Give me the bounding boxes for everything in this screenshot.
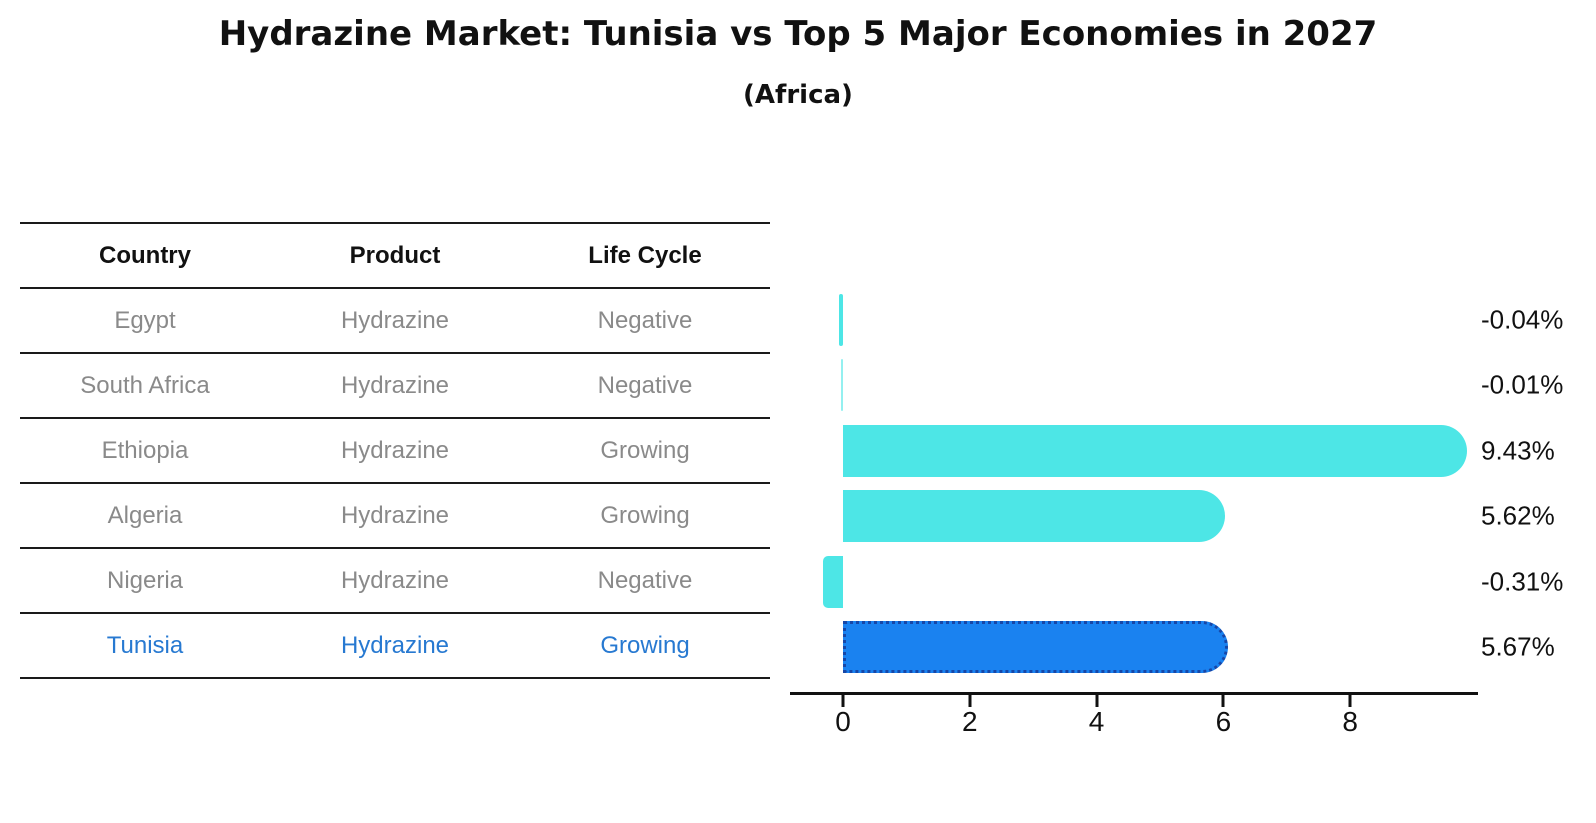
cell-product: Hydrazine	[340, 566, 450, 594]
value-label-tunisia: 5.67%	[1481, 631, 1555, 662]
col-header-product: Product	[349, 241, 441, 269]
col-header-country: Country	[99, 241, 191, 269]
bar-south-africa	[840, 359, 843, 412]
cell-product: Hydrazine	[340, 306, 450, 334]
cell-country: Egypt	[114, 306, 176, 334]
cell-country: Tunisia	[106, 631, 184, 659]
cell-lifecycle: Negative	[597, 306, 693, 334]
col-header-lifecycle: Life Cycle	[588, 241, 702, 269]
x-axis-tick-6	[1221, 695, 1225, 707]
cell-country: Algeria	[107, 501, 183, 529]
country-table: Country Product Life Cycle Egypt Hydrazin…	[20, 222, 770, 679]
x-axis-tick-8	[1348, 695, 1352, 707]
table-row-ethiopia: Ethiopia Hydrazine Growing	[20, 419, 770, 484]
bar-algeria	[843, 490, 1226, 543]
x-axis-tick-0	[841, 695, 845, 707]
bar-egypt	[838, 294, 843, 346]
x-axis-tick-label-4: 4	[1088, 706, 1105, 737]
cell-lifecycle: Growing	[600, 436, 690, 464]
table-header-row: Country Product Life Cycle	[20, 224, 770, 289]
value-label-ethiopia: 9.43%	[1481, 435, 1555, 466]
x-axis-tick-label-6: 6	[1215, 706, 1232, 737]
x-axis-tick-label-2: 2	[962, 706, 978, 737]
table-row-nigeria: Nigeria Hydrazine Negative	[20, 549, 770, 614]
chart-subtitle: (Africa)	[743, 80, 853, 110]
cell-lifecycle: Negative	[597, 371, 693, 399]
cell-lifecycle: Negative	[597, 566, 693, 594]
chart-title: Hydrazine Market: Tunisia vs Top 5 Major…	[218, 14, 1378, 54]
cell-country: South Africa	[80, 371, 210, 399]
value-label-south-africa: -0.01%	[1481, 369, 1564, 400]
table-row-algeria: Algeria Hydrazine Growing	[20, 484, 770, 549]
cell-lifecycle: Growing	[600, 631, 690, 659]
table-row-south-africa: South Africa Hydrazine Negative	[20, 354, 770, 419]
cell-country: Nigeria	[106, 566, 184, 594]
cell-product: Hydrazine	[340, 436, 450, 464]
value-label-algeria: 5.62%	[1481, 500, 1555, 531]
table-row-tunisia: Tunisia Hydrazine Growing	[20, 614, 770, 679]
table-row-egypt: Egypt Hydrazine Negative	[20, 289, 770, 354]
x-axis-tick-4	[1095, 695, 1099, 707]
value-label-egypt: -0.04%	[1481, 304, 1564, 335]
x-axis-tick-2	[968, 695, 972, 707]
bar-nigeria	[823, 555, 843, 608]
bar-tunisia	[843, 621, 1229, 673]
cell-product: Hydrazine	[340, 371, 450, 399]
x-axis-tick-label-0: 0	[835, 706, 851, 737]
cell-country: Ethiopia	[101, 436, 189, 464]
value-label-nigeria: -0.31%	[1481, 566, 1564, 597]
cell-lifecycle: Growing	[600, 501, 690, 529]
x-axis-line	[790, 692, 1478, 695]
cell-product: Hydrazine	[340, 631, 450, 659]
cell-product: Hydrazine	[340, 501, 450, 529]
table-body: Egypt Hydrazine Negative South Africa Hydraz…	[20, 289, 770, 679]
bar-ethiopia	[843, 424, 1467, 477]
x-axis-tick-label-8: 8	[1342, 706, 1358, 737]
